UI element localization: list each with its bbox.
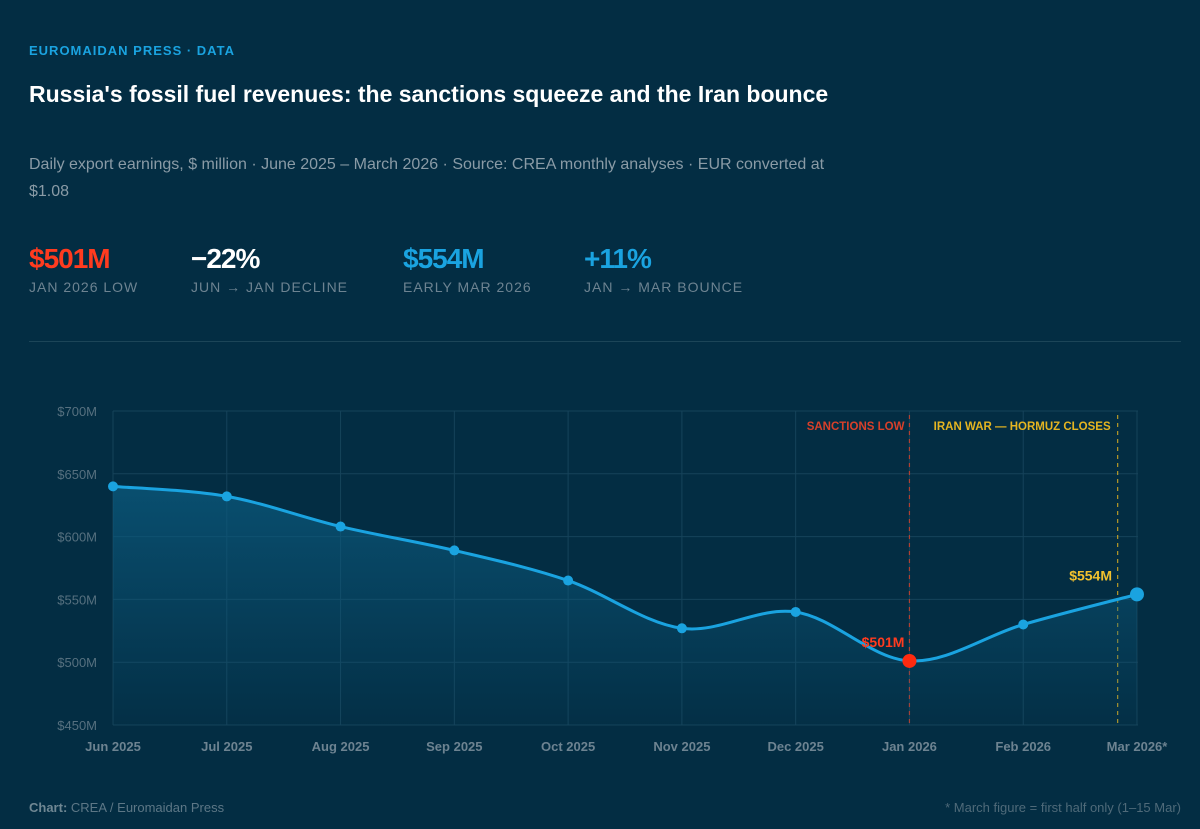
stat-label: JAN → MAR BOUNCE: [584, 279, 744, 295]
stat-jan-low: $501M JAN 2026 LOW: [29, 243, 138, 295]
x-tick-label: Oct 2025: [541, 739, 595, 754]
chart-subtitle: Daily export earnings, $ million · June …: [29, 156, 825, 200]
data-label: $501M: [862, 634, 905, 650]
data-point-low: [902, 653, 917, 668]
data-label: $554M: [1069, 567, 1112, 583]
annotation-label-sanctions-low: SANCTIONS LOW: [807, 421, 905, 433]
credit-text: CREA / Euromaidan Press: [70, 800, 225, 815]
x-tick-label: Dec 2025: [767, 739, 823, 754]
x-tick-label: Feb 2026: [995, 739, 1051, 754]
chart-title: Russia's fossil fuel revenues: the sanct…: [29, 81, 829, 107]
x-tick-label: Nov 2025: [653, 739, 710, 754]
data-point: [676, 623, 687, 634]
footnote: * March figure = first half only (1–15 M…: [945, 800, 1181, 815]
x-tick-label: Jul 2025: [201, 739, 252, 754]
credit-label: Chart:: [29, 800, 68, 815]
y-tick-label: $450M: [57, 718, 97, 733]
series-line: [112, 484, 1138, 663]
data-point: [108, 481, 118, 492]
stat-bounce: +11% JAN → MAR BOUNCE: [584, 243, 743, 295]
y-tick-label: $700M: [57, 404, 97, 419]
y-tick-label: $600M: [57, 530, 97, 545]
y-tick-label: $650M: [57, 467, 97, 482]
x-tick-label: Mar 2026*: [1107, 739, 1169, 754]
stat-value: $554M: [403, 243, 485, 274]
data-point: [221, 491, 232, 502]
y-tick-label: $500M: [57, 655, 97, 670]
data-point-latest: [1130, 587, 1144, 602]
stat-label: JUN → JAN DECLINE: [191, 279, 349, 295]
divider: [29, 341, 1181, 342]
data-point: [790, 606, 801, 617]
stat-value: −22%: [191, 243, 260, 274]
data-point: [1018, 619, 1029, 630]
x-tick-label: Jan 2026: [882, 739, 937, 754]
stat-label: EARLY MAR 2026: [403, 279, 532, 295]
stat-value: +11%: [584, 243, 652, 274]
annotation-label-iran-war: IRAN WAR — HORMUZ CLOSES: [934, 421, 1111, 433]
area-fill: [113, 486, 1137, 725]
stat-early-mar: $554M EARLY MAR 2026: [403, 243, 532, 295]
data-point: [449, 545, 460, 556]
x-tick-label: Aug 2025: [312, 739, 370, 754]
x-tick-label: Sep 2025: [426, 739, 482, 754]
stat-label: JAN 2026 LOW: [29, 279, 139, 295]
chart-credit: Chart: CREA / Euromaidan Press: [29, 800, 224, 815]
data-point: [335, 521, 346, 532]
stat-decline: −22% JUN → JAN DECLINE: [191, 243, 348, 295]
y-tick-label: $550M: [57, 592, 97, 607]
kicker: EUROMAIDAN PRESS · DATA: [29, 43, 235, 58]
stat-value: $501M: [29, 243, 111, 274]
data-point: [563, 575, 574, 586]
x-tick-label: Jun 2025: [85, 739, 141, 754]
